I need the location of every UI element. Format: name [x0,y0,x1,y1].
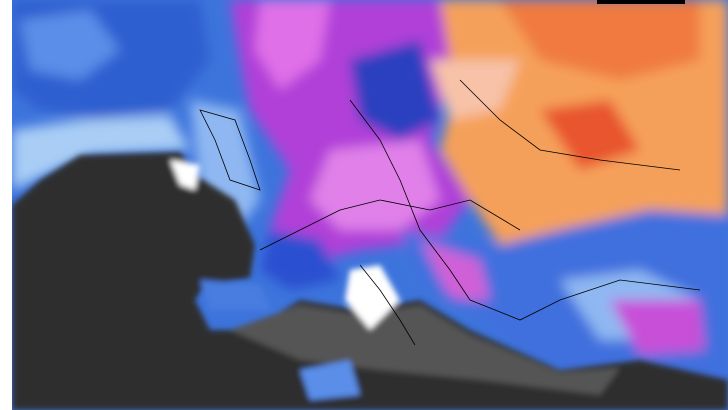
borders [199,79,701,346]
border-line [259,199,521,251]
border-line [349,99,471,301]
blue-alps [260,230,340,290]
deep-blue-central [350,40,440,140]
legend-bar [597,0,685,4]
pink-southeast [610,300,705,355]
field-blobs [12,0,728,410]
dark-orange-north [500,0,700,80]
coast-britain [199,109,261,191]
pink-north [255,0,330,90]
blue-southeast [400,210,728,410]
red-orange-patch [540,100,640,170]
white-patch [170,160,200,190]
pink-central [310,140,440,230]
map-area [12,0,728,410]
white-italy [345,265,400,330]
pale-blue-band [12,115,190,190]
light-blue-patch [20,10,120,80]
blue-north-africa [300,360,360,400]
blue-iberia-coast [200,280,270,310]
pale-orange-patch [430,60,520,120]
dark-mask [12,152,728,410]
coast-italy [359,264,416,346]
border-line [459,79,681,171]
sea-mask [230,305,620,395]
masked-areas [12,152,728,410]
pink-balkans [420,240,490,300]
light-blue-britain [190,100,260,240]
coast-black-sea [469,279,701,321]
